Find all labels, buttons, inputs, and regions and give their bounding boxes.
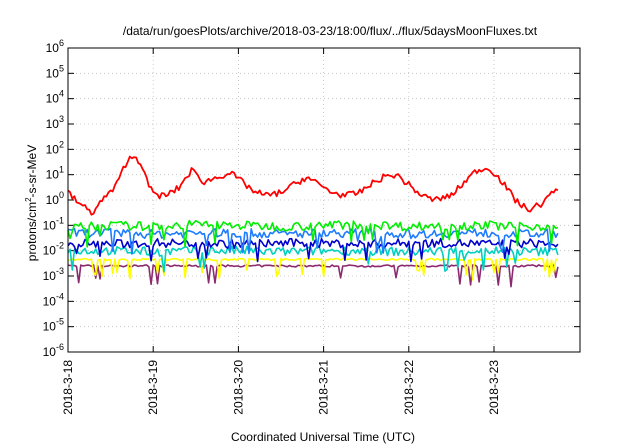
x-tick-label: 2018-3-19 [146, 360, 160, 415]
series-line-6 [67, 264, 559, 288]
y-tick-label-exp: 1 [59, 165, 64, 175]
y-tick-label-base: 10 [43, 294, 57, 308]
y-tick-label-exp: 5 [59, 63, 64, 73]
y-tick-label: 10-4 [43, 291, 64, 308]
y-tick-label-base: 10 [43, 244, 57, 258]
y-tick-label-base: 10 [43, 345, 57, 359]
y-tick-label-base: 10 [46, 117, 60, 131]
y-tick-label-exp: 6 [59, 38, 64, 48]
series-line-1 [67, 219, 559, 248]
y-tick-label-base: 10 [46, 92, 60, 106]
chart-title: /data/run/goesPlots/archive/2018-03-23/1… [123, 24, 538, 38]
y-tick-label: 10-6 [43, 342, 64, 359]
y-tick-label: 10-5 [43, 317, 64, 334]
y-tick-label: 106 [46, 38, 64, 55]
y-tick-label-base: 10 [46, 193, 60, 207]
y-axis-label: protons/cm2-s-sr-MeV [24, 145, 39, 261]
x-tick-label: 2018-3-18 [61, 360, 75, 415]
y-tick-label-base: 10 [46, 66, 60, 80]
y-tick-label-base: 10 [46, 168, 60, 182]
x-tick-label: 2018-3-21 [317, 360, 331, 415]
x-tick-label: 2018-3-23 [487, 360, 501, 415]
x-tick-label: 2018-3-22 [402, 360, 416, 415]
y-tick-label-base: 10 [43, 218, 57, 232]
y-tick-label-base: 10 [43, 269, 57, 283]
y-axis-label-sup: 2 [24, 197, 33, 202]
y-tick-label-exp: -5 [56, 317, 64, 327]
series-line-5 [68, 257, 559, 281]
y-tick-label: 104 [46, 89, 64, 106]
y-tick-label: 10-2 [43, 241, 64, 258]
y-tick-label: 10-1 [43, 215, 64, 232]
y-tick-label-exp: -6 [56, 342, 64, 352]
x-axis-label: Coordinated Universal Time (UTC) [231, 430, 415, 444]
y-tick-label-exp: -3 [56, 266, 64, 276]
y-tick-label-exp: -2 [56, 241, 64, 251]
y-tick-label: 102 [46, 139, 64, 156]
series-line-3 [67, 237, 559, 263]
y-tick-label-exp: -4 [56, 291, 64, 301]
y-tick-label-exp: 4 [59, 89, 64, 99]
y-tick-label: 100 [46, 190, 64, 207]
y-tick-label-exp: 2 [59, 139, 64, 149]
y-tick-label-exp: 0 [59, 190, 64, 200]
plot-frame [67, 47, 581, 353]
y-tick-label-exp: -1 [56, 215, 64, 225]
y-axis-label-base: protons/cm [25, 202, 39, 261]
x-tick-label: 2018-3-20 [231, 360, 245, 415]
plot-area: 10-610-510-410-310-210-11001011021031041… [43, 38, 581, 415]
y-axis-label-rest: -s-sr-MeV [25, 145, 39, 198]
y-tick-label-base: 10 [46, 41, 60, 55]
y-tick-label: 101 [46, 165, 64, 182]
y-tick-label: 105 [46, 63, 64, 80]
y-tick-label: 103 [46, 114, 64, 131]
y-tick-label-exp: 3 [59, 114, 64, 124]
y-tick-label-base: 10 [43, 320, 57, 334]
y-tick-label: 10-3 [43, 266, 64, 283]
series-line-0 [67, 155, 559, 216]
y-tick-label-base: 10 [46, 142, 60, 156]
